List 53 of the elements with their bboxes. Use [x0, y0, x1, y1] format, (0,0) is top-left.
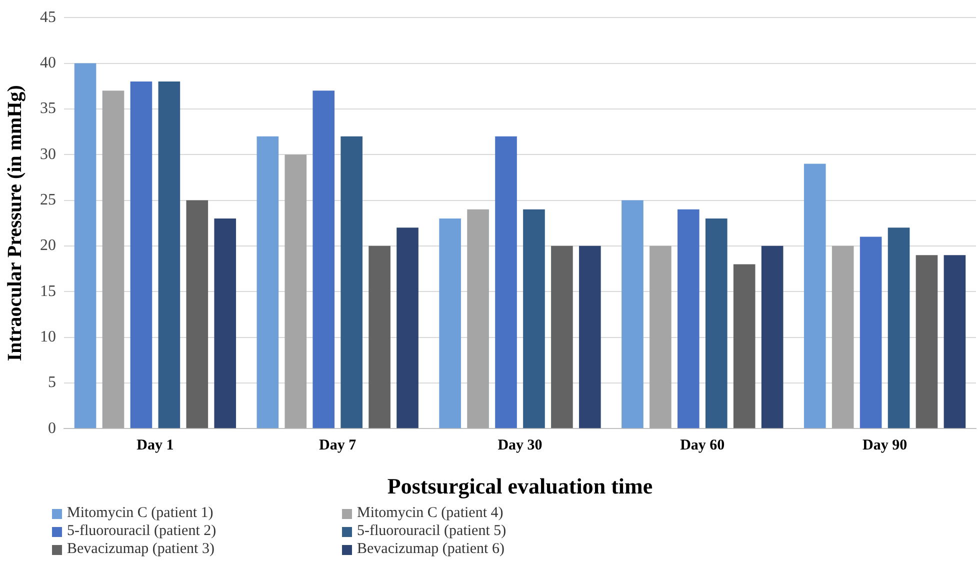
- bar: [650, 246, 672, 428]
- y-tick-label: 0: [48, 420, 56, 437]
- x-tick-label: Day 90: [862, 437, 908, 454]
- bar: [622, 200, 644, 428]
- x-tick-label: Day 7: [319, 437, 357, 454]
- bar: [523, 209, 545, 428]
- y-tick-label: 45: [40, 8, 56, 26]
- x-tick-label: Day 1: [136, 437, 174, 454]
- y-axis-title: Intraocular Pressure (in mmHg): [4, 85, 26, 362]
- bar: [916, 255, 938, 428]
- bar: [312, 90, 335, 428]
- legend-label: 5-fluorouracil (patient 5): [357, 523, 506, 540]
- bar: [495, 136, 517, 428]
- bar: [832, 246, 854, 428]
- bar: [74, 63, 96, 428]
- bar: [733, 264, 756, 428]
- legend-label: Mitomycin C (patient 1): [67, 505, 214, 522]
- bar: [579, 246, 601, 428]
- bar: [186, 200, 208, 428]
- y-tick-label: 40: [40, 54, 56, 72]
- y-tick-label: 30: [40, 146, 56, 163]
- legend-label: Bevacizumap (patient 6): [357, 541, 504, 558]
- bar: [214, 218, 236, 428]
- bar: [396, 228, 418, 428]
- x-tick-label: Day 30: [498, 437, 542, 454]
- x-axis-title: Postsurgical evaluation time: [387, 473, 653, 498]
- bar: [705, 218, 728, 428]
- bar: [678, 209, 700, 428]
- bar: [761, 246, 784, 428]
- y-tick-label: 35: [40, 100, 56, 118]
- bar: [944, 255, 966, 428]
- y-tick-label: 10: [40, 328, 56, 346]
- bar: [467, 209, 489, 428]
- bar: [256, 136, 279, 428]
- bar: [804, 164, 826, 428]
- legend-label: Bevacizumap (patient 3): [67, 541, 214, 558]
- bar: [551, 246, 573, 428]
- y-tick-label: 15: [40, 282, 56, 300]
- bar: [439, 218, 461, 428]
- legend-label: 5-fluorouracil (patient 2): [67, 523, 216, 540]
- bar: [284, 154, 307, 428]
- bar: [368, 246, 390, 428]
- bar: [888, 228, 910, 428]
- bar: [340, 136, 362, 428]
- bar: [860, 236, 882, 428]
- bar: [158, 82, 180, 428]
- bar: [130, 82, 152, 428]
- y-tick-label: 5: [48, 374, 56, 392]
- legend-label: Mitomycin C (patient 4): [357, 505, 504, 522]
- y-tick-label: 25: [40, 191, 56, 208]
- x-tick-label: Day 60: [680, 437, 725, 454]
- bar: [102, 90, 124, 428]
- y-tick-label: 20: [40, 237, 56, 254]
